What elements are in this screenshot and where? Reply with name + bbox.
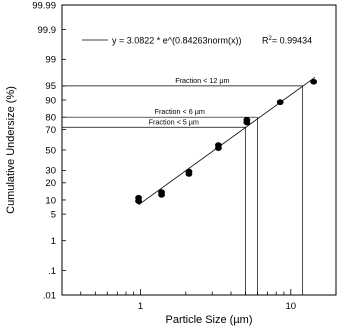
legend-r-squared: R2= 0.99434 xyxy=(262,36,312,46)
y-tick-label-10: 90 xyxy=(45,95,56,106)
y-tick-label-6: 30 xyxy=(45,166,56,177)
fit-line-group xyxy=(138,76,316,206)
y-tick-label-8: 70 xyxy=(45,125,56,136)
fraction-label-1: Fraction < 6 µm xyxy=(155,107,205,116)
legend: y = 3.0822 * e^(0.84263norm(x)) R2= 0.99… xyxy=(82,36,312,46)
data-point-11 xyxy=(310,78,318,85)
y-tick-label-11: 95 xyxy=(45,81,56,92)
y-tick-label-13: 99.9 xyxy=(38,25,57,36)
fit-line xyxy=(138,76,316,206)
fraction-label-2: Fraction < 5 µm xyxy=(149,117,199,126)
y-tick-label-0: .01 xyxy=(43,290,56,301)
r-squared-prefix: R xyxy=(262,36,269,46)
y-tick-label-2: 1 xyxy=(51,236,56,247)
data-point-9 xyxy=(243,116,251,123)
y-tick-label-5: 20 xyxy=(45,178,56,189)
y-tick-label-14: 99.99 xyxy=(32,0,56,11)
y-tick-label-1: .1 xyxy=(48,266,56,277)
plot-frame xyxy=(61,4,337,296)
y-tick-label-7: 50 xyxy=(45,145,56,156)
data-points xyxy=(135,78,318,204)
y-tick-label-12: 99 xyxy=(45,55,56,66)
data-point-5 xyxy=(185,168,193,175)
data-point-3 xyxy=(158,189,165,196)
x-tick-label-0: 1 xyxy=(138,301,143,312)
legend-equation: y = 3.0822 * e^(0.84263norm(x)) xyxy=(112,36,242,46)
data-point-10 xyxy=(276,99,284,106)
data-point-1 xyxy=(135,194,142,201)
y-axis-title: Cumulative Undersize (%) xyxy=(5,86,17,214)
r-squared-superscript: 2 xyxy=(269,36,273,42)
annotations: Fraction < 12 µm Fraction < 6 µmFraction … xyxy=(149,76,230,126)
fraction-label-0: Fraction < 12 µm xyxy=(175,76,229,85)
x-tick-label-1: 10 xyxy=(285,301,296,312)
data-point-7 xyxy=(215,142,222,149)
r-squared-value: = 0.99434 xyxy=(272,36,312,46)
reference-lines xyxy=(62,85,304,295)
y-tick-label-4: 10 xyxy=(45,195,56,206)
x-axis-title: Particle Size (µm) xyxy=(165,314,252,326)
y-tick-label-9: 80 xyxy=(45,112,56,123)
y-tick-label-3: 5 xyxy=(51,209,56,220)
